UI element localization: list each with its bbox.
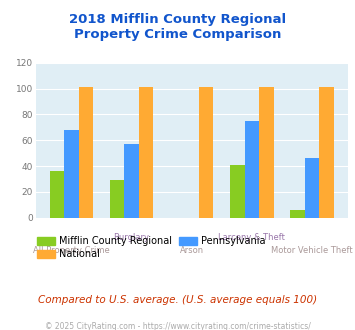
Bar <box>78 87 93 218</box>
Text: 2018 Mifflin County Regional
Property Crime Comparison: 2018 Mifflin County Regional Property Cr… <box>69 13 286 41</box>
Text: Burglary: Burglary <box>114 233 149 242</box>
Bar <box>319 87 334 218</box>
Text: Compared to U.S. average. (U.S. average equals 100): Compared to U.S. average. (U.S. average … <box>38 295 317 305</box>
Bar <box>124 144 139 218</box>
Text: All Property Crime: All Property Crime <box>33 246 110 255</box>
Bar <box>305 158 319 218</box>
Bar <box>110 180 124 218</box>
Text: Motor Vehicle Theft: Motor Vehicle Theft <box>271 246 353 255</box>
Text: Larceny & Theft: Larceny & Theft <box>218 233 285 242</box>
Text: Arson: Arson <box>180 246 204 255</box>
Bar <box>50 171 64 218</box>
Bar <box>245 121 259 218</box>
Bar <box>64 130 78 218</box>
Legend: Mifflin County Regional, National, Pennsylvania: Mifflin County Regional, National, Penns… <box>33 233 269 263</box>
Bar <box>199 87 213 218</box>
Bar <box>139 87 153 218</box>
Bar <box>290 210 305 218</box>
Text: © 2025 CityRating.com - https://www.cityrating.com/crime-statistics/: © 2025 CityRating.com - https://www.city… <box>45 322 310 330</box>
Bar <box>259 87 274 218</box>
Bar <box>230 165 245 218</box>
